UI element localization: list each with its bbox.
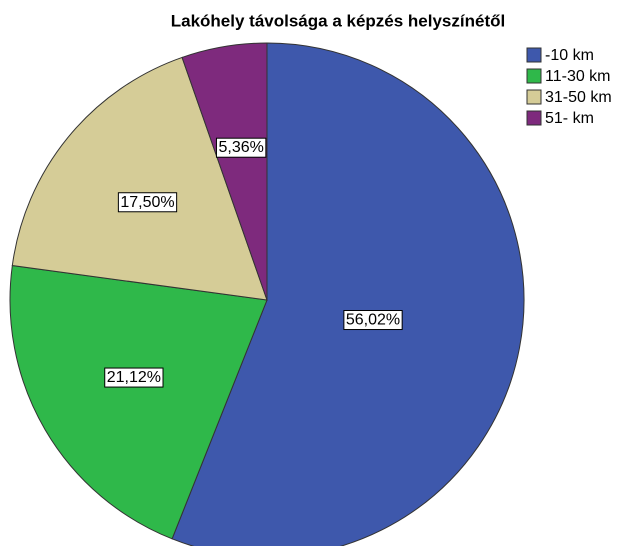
- pie-slice: [171, 42, 525, 546]
- legend-swatch: [526, 89, 542, 105]
- pie-slice: [9, 264, 268, 540]
- legend-label: -10 km: [545, 47, 594, 64]
- legend-label: 31-50 km: [545, 89, 612, 106]
- pie-slice: [11, 56, 268, 301]
- data-label: 21,12%: [107, 369, 161, 386]
- data-label: 17,50%: [120, 194, 174, 211]
- data-label: 5,36%: [218, 139, 263, 156]
- chart-title: Lakóhely távolsága a képzés helyszínétől: [171, 11, 505, 30]
- legend-swatch: [526, 68, 542, 84]
- legend-swatch: [526, 110, 542, 126]
- data-label-box: [343, 310, 403, 331]
- pie-slice: [181, 42, 268, 301]
- legend-swatch: [526, 47, 542, 63]
- data-label-box: [215, 137, 267, 158]
- legend-label: 51- km: [545, 110, 594, 127]
- data-label-box: [117, 192, 178, 213]
- data-label-box: [104, 367, 164, 388]
- legend-label: 11-30 km: [545, 68, 611, 85]
- data-label: 56,02%: [346, 312, 400, 329]
